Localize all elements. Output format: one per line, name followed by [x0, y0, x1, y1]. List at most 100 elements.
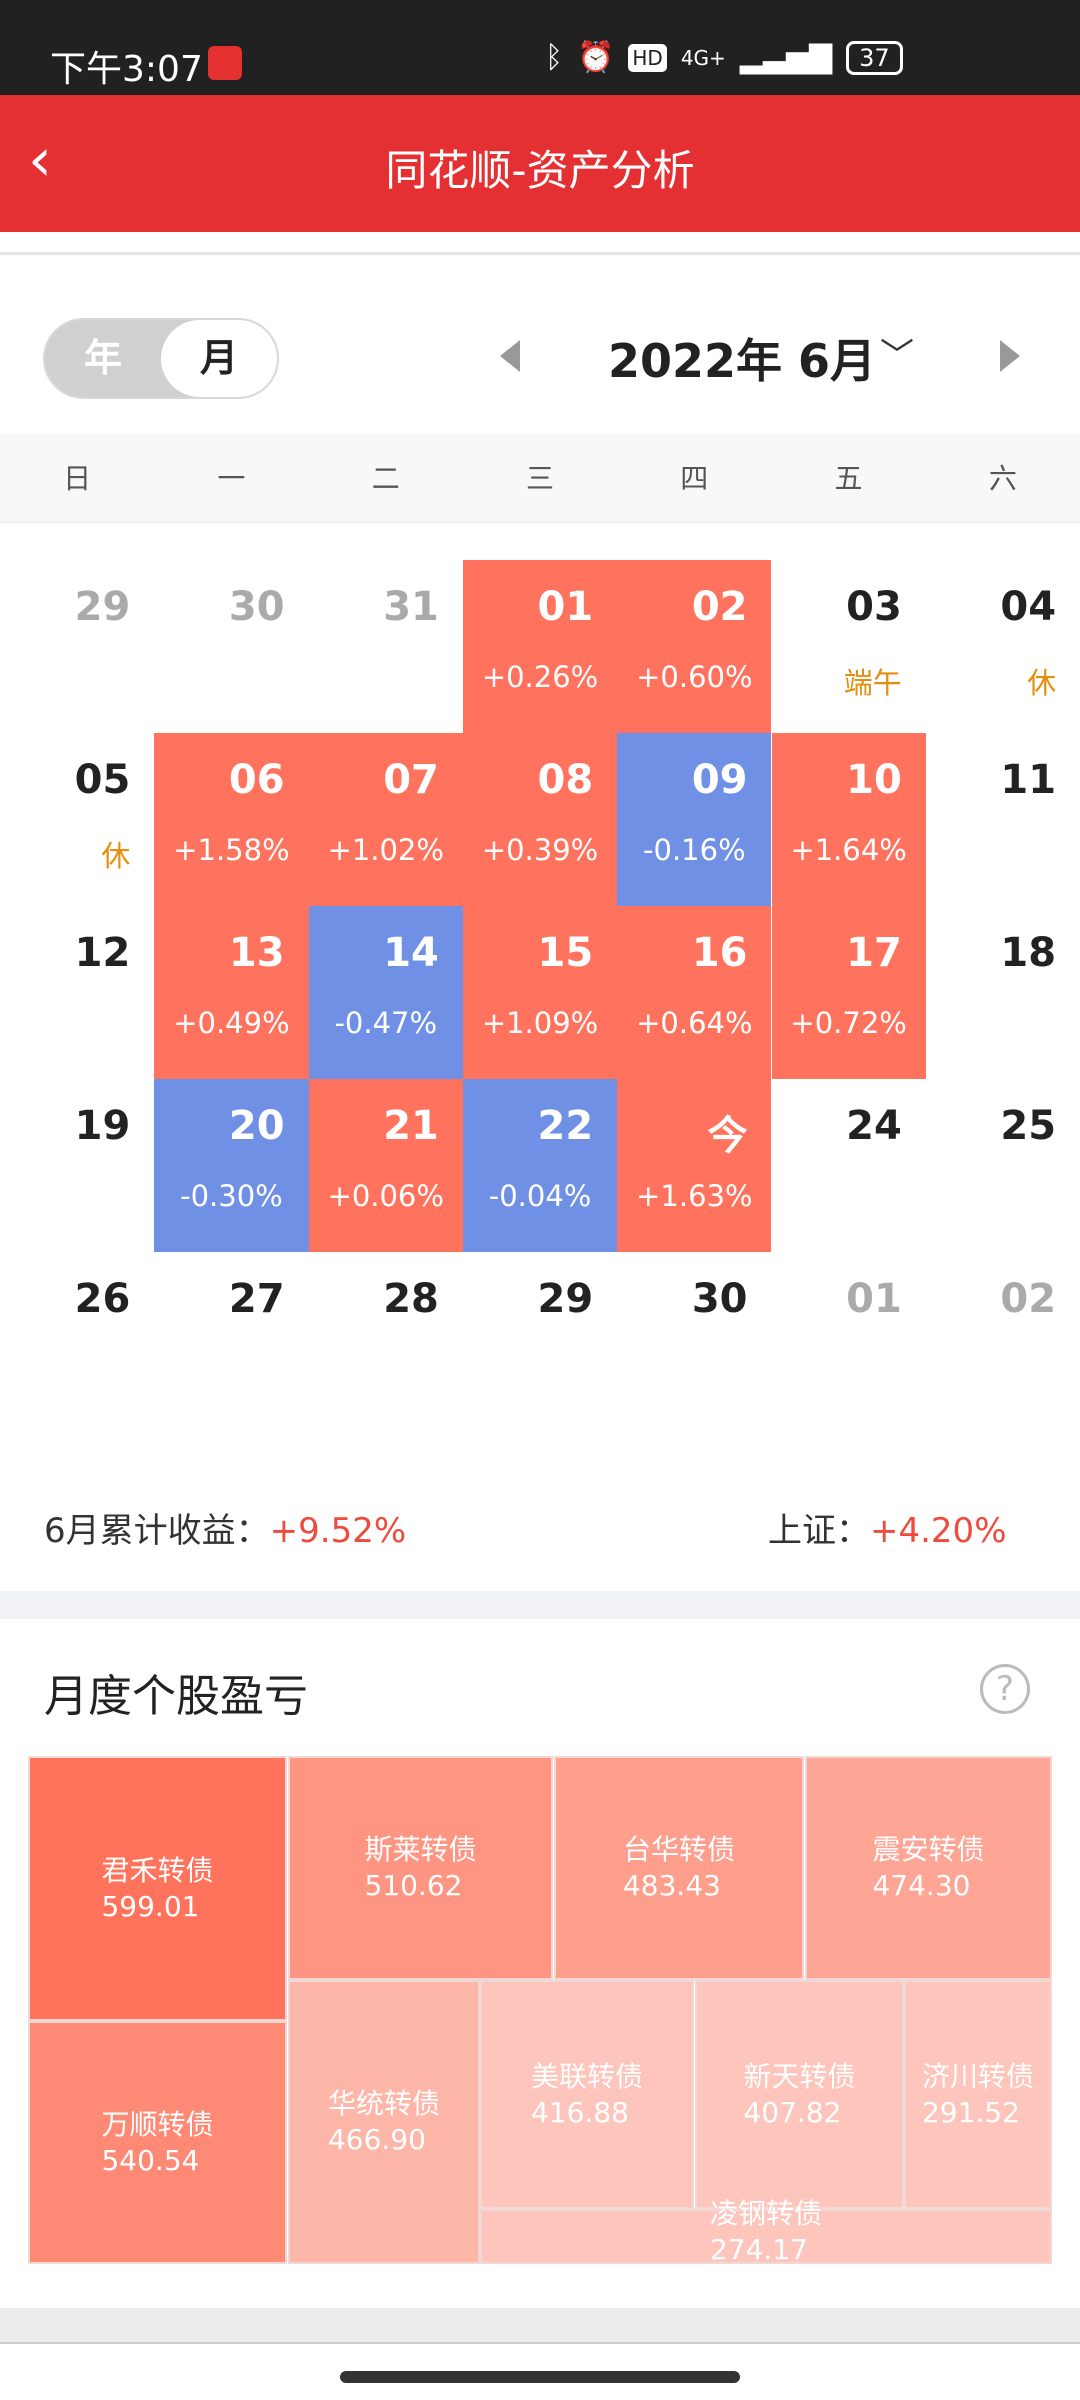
calendar-day[interactable]: 13 +0.49% [154, 906, 309, 1079]
day-number: 21 [383, 1103, 439, 1149]
calendar-day[interactable]: 11 [926, 733, 1080, 906]
calendar-day[interactable]: 09 -0.16% [617, 733, 772, 906]
index-return-label: 上证： [768, 1511, 870, 1551]
help-icon[interactable]: ? [980, 1664, 1030, 1714]
calendar-day[interactable]: 15 +1.09% [462, 906, 618, 1079]
calendar-day[interactable]: 08 +0.39% [462, 733, 618, 906]
year-month-toggle[interactable]: 年 月 [43, 318, 279, 399]
day-number: 15 [537, 930, 594, 976]
app-header: ‹ 同花顺-资产分析 [0, 95, 1080, 232]
stock-name: 济川转债 [921, 2059, 1034, 2093]
calendar-day[interactable]: 30 [154, 560, 308, 733]
back-icon[interactable]: ‹ [28, 125, 52, 195]
weekday: 三 [525, 462, 554, 495]
treemap-cell[interactable]: 君禾转债 599.01 [28, 1756, 287, 2021]
calendar-day[interactable]: 16 +0.64% [617, 906, 772, 1079]
calendar-day[interactable]: 05 休 [0, 733, 154, 906]
stock-pnl: 274.17 [709, 2233, 808, 2266]
calendar-day[interactable]: 29 [0, 560, 154, 733]
chevron-down-icon[interactable]: ﹀ [880, 336, 914, 376]
treemap-cell[interactable]: 美联转债 416.88 [480, 1980, 694, 2209]
calendar-day[interactable]: 27 [154, 1252, 308, 1425]
calendar-day[interactable]: 17 +0.72% [771, 906, 926, 1079]
bluetooth-icon: ᛒ [545, 40, 563, 75]
day-number: 24 [846, 1103, 902, 1149]
treemap-cell[interactable]: 凌钢转债 274.17 [480, 2197, 1052, 2266]
day-number: 11 [1000, 757, 1057, 803]
calendar-day[interactable]: 30 [617, 1252, 771, 1425]
stock-name: 台华转债 [622, 1833, 735, 1866]
calendar-day[interactable]: 02 [926, 1252, 1080, 1425]
calendar-day[interactable]: 01 +0.26% [462, 560, 618, 733]
treemap-cell[interactable]: 新天转债 407.82 [695, 1980, 904, 2209]
treemap-cell[interactable]: 台华转债 483.43 [554, 1756, 804, 1980]
month-return: 6月累计收益：+9.52% [44, 1503, 406, 1552]
day-return: +1.02% [327, 833, 444, 867]
calendar-day[interactable]: 25 [926, 1079, 1080, 1252]
home-indicator[interactable] [340, 2371, 740, 2383]
prev-month-icon[interactable] [500, 340, 520, 372]
day-number: 17 [846, 930, 902, 976]
stock-name: 震安转债 [872, 1833, 985, 1866]
alarm-icon: ⏰ [577, 40, 615, 75]
holiday-label: 休 [101, 839, 131, 873]
day-number: 22 [537, 1103, 594, 1149]
treemap-cell[interactable]: 斯莱转债 510.62 [288, 1756, 553, 1980]
weekday: 日 [63, 462, 92, 495]
calendar-day[interactable]: 24 [772, 1079, 926, 1252]
calendar-day[interactable]: 04 休 [926, 560, 1080, 733]
calendar-day[interactable]: 29 [463, 1252, 617, 1425]
section-gap [0, 1591, 1080, 1619]
calendar-day[interactable]: 10 +1.64% [771, 733, 926, 906]
day-number: 02 [1000, 1276, 1057, 1322]
day-number: 20 [228, 1103, 285, 1149]
hd-icon: HD [628, 43, 667, 72]
day-number: 12 [74, 930, 131, 976]
calendar-day[interactable]: 19 [0, 1079, 154, 1252]
stock-pnl: 540.54 [101, 2143, 200, 2177]
day-return: +0.26% [481, 660, 599, 694]
calendar-day[interactable]: 今 +1.63% [617, 1079, 772, 1252]
day-number: 08 [537, 757, 594, 803]
calendar-day[interactable]: 22 -0.04% [462, 1079, 618, 1252]
day-number: 02 [691, 584, 748, 630]
stock-name: 美联转债 [530, 2059, 643, 2093]
treemap-cell[interactable]: 万顺转债 540.54 [28, 2021, 287, 2264]
treemap-cell[interactable]: 华统转债 466.90 [288, 1980, 480, 2264]
calendar-day[interactable]: 03 端午 [772, 560, 926, 733]
signal-icon: ▂▃▅▇ [739, 40, 833, 75]
holiday-label: 休 [1027, 666, 1057, 700]
weekday: 六 [988, 462, 1017, 495]
month-return-value: +9.52% [269, 1511, 407, 1551]
app-notification-icon [208, 46, 242, 80]
stock-pnl: 466.90 [327, 2123, 426, 2156]
calendar-day[interactable]: 12 [0, 906, 154, 1079]
calendar-day[interactable]: 06 +1.58% [154, 733, 309, 906]
day-return: +0.39% [481, 833, 599, 867]
day-number: 19 [74, 1103, 131, 1149]
calendar-day[interactable]: 18 [926, 906, 1080, 1079]
calendar-day[interactable]: 01 [772, 1252, 926, 1425]
calendar-day[interactable]: 21 +0.06% [308, 1079, 463, 1252]
day-return: -0.47% [334, 1006, 438, 1040]
day-number: 13 [228, 930, 285, 976]
day-number: 29 [74, 584, 131, 630]
calendar-day[interactable]: 31 [309, 560, 463, 733]
stock-name: 华统转债 [327, 2087, 440, 2120]
day-number: 18 [1000, 930, 1057, 976]
day-return: +0.06% [327, 1179, 444, 1213]
month-title[interactable]: 2022年 6月 [608, 334, 877, 388]
calendar-day[interactable]: 28 [309, 1252, 463, 1425]
calendar-day[interactable]: 07 +1.02% [308, 733, 463, 906]
toggle-month[interactable]: 月 [161, 320, 277, 397]
next-month-icon[interactable] [1000, 340, 1020, 372]
calendar-day[interactable]: 26 [0, 1252, 154, 1425]
calendar-day[interactable]: 14 -0.47% [308, 906, 463, 1079]
treemap-cell[interactable]: 震安转债 474.30 [805, 1756, 1052, 1980]
treemap-cell[interactable]: 济川转债 291.52 [904, 1980, 1052, 2209]
calendar-day[interactable]: 20 -0.30% [154, 1079, 309, 1252]
stock-name: 君禾转债 [101, 1853, 214, 1887]
toggle-year[interactable]: 年 [83, 336, 122, 380]
calendar-day[interactable]: 02 +0.60% [617, 560, 772, 733]
stock-name: 万顺转债 [101, 2107, 214, 2141]
